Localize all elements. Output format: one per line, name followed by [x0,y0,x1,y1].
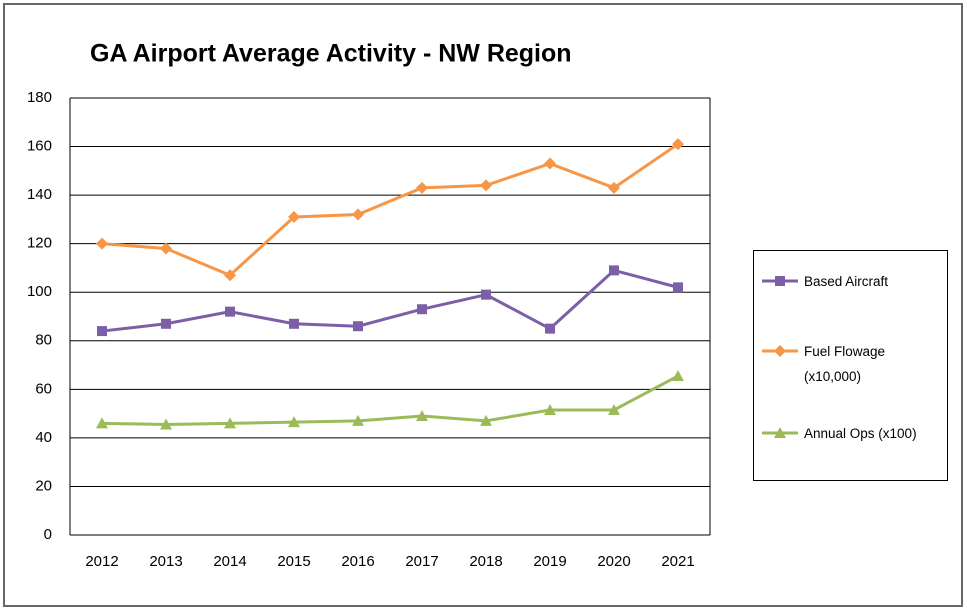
x-tick-label: 2013 [149,553,182,570]
chart-title: GA Airport Average Activity - NW Region [90,40,572,68]
legend-label: Based Aircraft [804,274,889,289]
marker [161,318,171,329]
series-line [101,268,679,333]
marker [608,181,620,194]
x-tick-label: 2016 [341,553,374,570]
y-tick-label: 80 [35,332,52,349]
y-tick-label: 40 [35,429,52,446]
series-line [101,142,679,277]
x-tick-label: 2020 [597,553,630,570]
marker [480,179,492,192]
series-line [101,374,679,427]
x-tick-label: 2018 [469,553,502,570]
marker [417,304,427,315]
marker [352,414,364,426]
marker [160,418,172,430]
frame [3,3,963,607]
legend-label: Fuel Flowage (x10,000) [804,344,886,384]
marker [544,403,556,415]
legend-label: Annual Ops (x100) [804,426,917,441]
marker [224,417,236,429]
marker [480,414,492,426]
marker [672,369,684,381]
y-tick-label: 160 [27,138,52,155]
y-tick-label: 180 [27,89,52,106]
marker [775,276,785,286]
marker [288,416,300,428]
marker [416,410,428,422]
y-tick-label: 0 [44,526,52,543]
x-tick-label: 2017 [405,553,438,570]
marker [545,323,555,334]
marker [544,157,556,170]
y-tick-label: 100 [27,283,52,300]
legend-swatch [762,427,798,438]
marker [288,210,300,223]
marker [774,345,786,357]
marker [289,318,299,329]
marker [672,138,684,151]
marker [224,269,236,282]
marker [225,306,235,317]
legend: Based Aircraft Fuel Flowage (x10,000) Annu… [753,250,948,481]
marker [609,265,619,276]
y-tick-label: 140 [27,186,52,203]
y-tick-label: 20 [35,477,52,494]
legend-item: Fuel Flowage (x10,000) [760,339,944,389]
marker [160,242,172,255]
x-tick-label: 2014 [213,553,246,570]
marker [608,403,620,415]
y-tick-label: 60 [35,380,52,397]
marker [96,237,108,250]
marker [673,282,683,293]
x-tick-label: 2015 [277,553,310,570]
marker [96,417,108,429]
legend-item: Based Aircraft [760,269,944,294]
x-tick-label: 2021 [661,553,694,570]
marker [481,289,491,300]
marker [97,326,107,337]
y-tick-label: 120 [27,235,52,252]
marker [416,181,428,194]
marker [353,321,363,332]
x-tick-label: 2019 [533,553,566,570]
legend-item: Annual Ops (x100) [760,421,944,446]
legend-swatch [762,345,798,357]
marker [774,427,786,438]
legend-swatch [762,276,798,286]
x-tick-label: 2012 [85,553,118,570]
marker [352,208,364,221]
